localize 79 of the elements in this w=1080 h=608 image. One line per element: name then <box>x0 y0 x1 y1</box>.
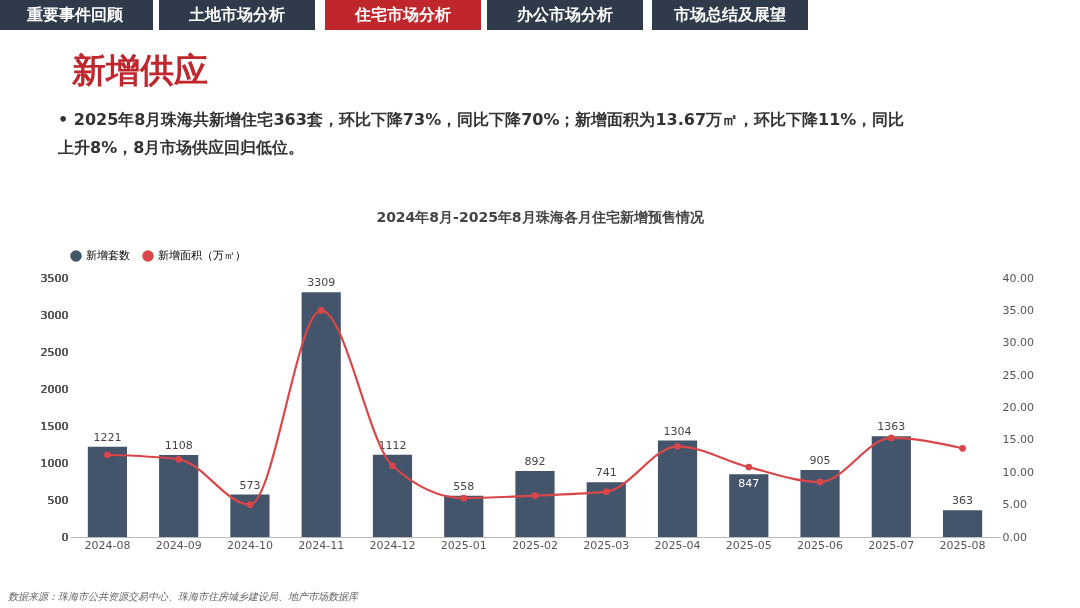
x-tick-label: 2025-08 <box>939 538 986 552</box>
x-tick-label: 2025-07 <box>868 538 915 552</box>
y-tick-label: 0 <box>61 530 69 544</box>
bar <box>372 454 413 537</box>
y-tick-label: 3000 <box>40 308 69 322</box>
y2-tick-label: 5.00 <box>1002 498 1027 512</box>
y-tick-label: 1500 <box>40 419 69 433</box>
bar <box>657 440 698 537</box>
bar <box>159 455 199 537</box>
data-label: 573 <box>239 478 261 492</box>
bar <box>444 495 484 537</box>
x-tick-label: 2025-04 <box>654 538 701 552</box>
text: 市场总结及展望 <box>673 5 786 24</box>
bar <box>230 494 270 537</box>
x-tick-label: 2025-01 <box>440 538 487 552</box>
legend-label: 新增面积（万㎡） <box>158 249 246 262</box>
point <box>745 463 753 471</box>
bar <box>942 510 983 537</box>
y2-tick-label: 35.00 <box>1002 303 1034 317</box>
y-tick-label: 1000 <box>40 456 69 470</box>
y-tick-label: 2500 <box>40 345 69 359</box>
x-tick-label: 2025-03 <box>583 538 630 552</box>
bar <box>515 470 555 537</box>
y2-tick-label: 15.00 <box>1002 433 1034 447</box>
bar <box>301 292 341 537</box>
text: • 2025年8月珠海共新增住宅363套，环比下降73%，同比下降70%；新增面积为13.67万㎡，环比下降11%，同比上升8%，8月市场供应回归低位。 <box>57 110 905 157</box>
data-label: 847 <box>738 477 760 491</box>
y2-tick-label: 0.00 <box>1002 530 1027 544</box>
x-tick-label: 2024-11 <box>298 538 345 552</box>
y2-tick-label: 25.00 <box>1002 368 1034 382</box>
point <box>959 444 966 452</box>
y-tick-label: 500 <box>47 493 69 507</box>
x-tick-label: 2025-06 <box>797 538 844 552</box>
bar <box>871 436 911 537</box>
data-label: 558 <box>453 479 475 493</box>
y2-tick-label: 20.00 <box>1002 401 1034 414</box>
data-label: 1363 <box>877 420 906 434</box>
y-tick-label: 2000 <box>40 382 69 396</box>
x-tick-label: 2025-02 <box>512 538 558 552</box>
x-tick-label: 2024-09 <box>155 538 202 552</box>
point <box>317 307 325 314</box>
text: 新增供应 <box>71 50 208 90</box>
y2-tick-label: 30.00 <box>1002 336 1034 350</box>
text: 重要事件回顾 <box>26 5 124 24</box>
y2-tick-label: 10.00 <box>1002 465 1034 479</box>
bar <box>729 474 769 537</box>
data-label: 1108 <box>164 439 193 453</box>
data-label: 741 <box>595 466 617 480</box>
x-tick-label: 2024-12 <box>369 538 416 552</box>
bar <box>586 482 626 537</box>
point <box>104 451 111 459</box>
data-label: 892 <box>524 454 546 468</box>
bar <box>800 470 840 537</box>
point <box>816 478 824 486</box>
point <box>674 443 681 450</box>
text: 土地市场分析 <box>188 5 285 24</box>
legend-label: 新增套数 <box>86 249 130 262</box>
x-tick-label: 2024-08 <box>84 538 131 552</box>
chart-title: 2024年8月-2025年8月珠海各月住宅新增预售情况 <box>376 209 705 225</box>
x-tick-label: 2024-10 <box>226 538 273 552</box>
source-note: 数据来源：珠海市公共资源交易中心、珠海市住房城乡建设局、地产市场数据库 <box>8 591 360 602</box>
y2-tick-label: 40.00 <box>1002 271 1034 285</box>
x-tick-label: 2025-05 <box>725 538 772 552</box>
bar <box>87 446 128 537</box>
data-label: 3309 <box>307 276 336 290</box>
data-label: 1221 <box>93 430 122 444</box>
text: 住宅市场分析 <box>354 5 451 24</box>
text: 办公市场分析 <box>516 5 613 24</box>
point <box>246 501 254 508</box>
point <box>602 488 610 496</box>
point <box>460 494 468 502</box>
point <box>175 455 183 463</box>
data-label: 363 <box>952 494 974 508</box>
data-label: 905 <box>809 454 831 468</box>
point <box>389 462 396 470</box>
data-label: 1304 <box>663 424 692 438</box>
y-tick-label: 3500 <box>40 271 69 285</box>
point <box>887 434 895 442</box>
point <box>531 492 539 499</box>
